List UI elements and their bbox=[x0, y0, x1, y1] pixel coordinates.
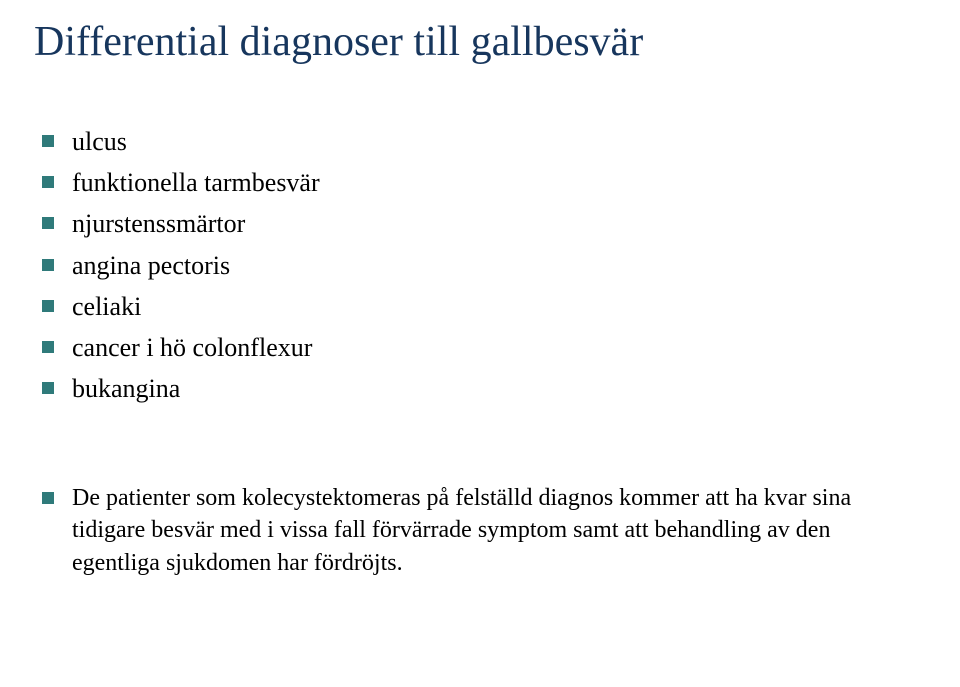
square-bullet-icon bbox=[42, 217, 54, 229]
square-bullet-icon bbox=[42, 341, 54, 353]
bullet-label: cancer i hö colonflexur bbox=[72, 330, 312, 365]
bullet-item: njurstenssmärtor bbox=[42, 206, 926, 241]
bullet-label: ulcus bbox=[72, 124, 127, 159]
bullet-list: ulcus funktionella tarmbesvär njurstenss… bbox=[42, 124, 926, 406]
square-bullet-icon bbox=[42, 135, 54, 147]
note-item: De patienter som kolecystektomeras på fe… bbox=[42, 482, 926, 579]
square-bullet-icon bbox=[42, 492, 54, 504]
bullet-label: bukangina bbox=[72, 371, 180, 406]
bullet-item: celiaki bbox=[42, 289, 926, 324]
bullet-item: ulcus bbox=[42, 124, 926, 159]
note-text: De patienter som kolecystektomeras på fe… bbox=[72, 482, 892, 579]
slide: Differential diagnoser till gallbesvär u… bbox=[0, 0, 960, 687]
bullet-item: bukangina bbox=[42, 371, 926, 406]
square-bullet-icon bbox=[42, 259, 54, 271]
square-bullet-icon bbox=[42, 176, 54, 188]
bullet-item: angina pectoris bbox=[42, 248, 926, 283]
bullet-label: celiaki bbox=[72, 289, 141, 324]
square-bullet-icon bbox=[42, 300, 54, 312]
bullet-item: cancer i hö colonflexur bbox=[42, 330, 926, 365]
bullet-label: funktionella tarmbesvär bbox=[72, 165, 320, 200]
note-list: De patienter som kolecystektomeras på fe… bbox=[42, 482, 926, 579]
bullet-item: funktionella tarmbesvär bbox=[42, 165, 926, 200]
square-bullet-icon bbox=[42, 382, 54, 394]
spacer bbox=[34, 412, 926, 482]
bullet-label: njurstenssmärtor bbox=[72, 206, 245, 241]
bullet-label: angina pectoris bbox=[72, 248, 230, 283]
slide-title: Differential diagnoser till gallbesvär bbox=[34, 18, 926, 66]
